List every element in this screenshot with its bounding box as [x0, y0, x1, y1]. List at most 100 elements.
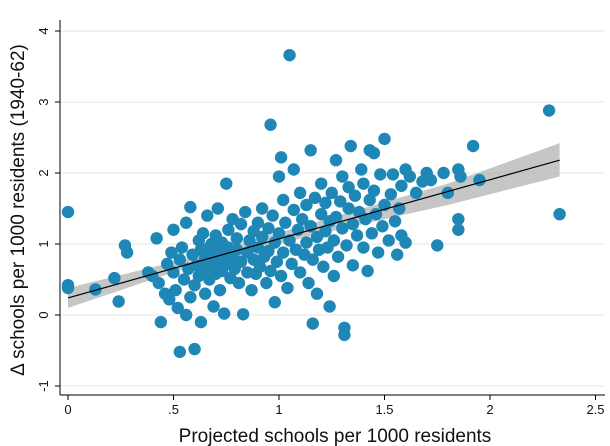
data-point-130: [319, 225, 332, 238]
y-tick-label-3: 2: [36, 169, 51, 176]
data-points: [61, 48, 566, 359]
y-axis-title: Δ schools per 1000 residents (1940-62): [8, 44, 29, 376]
data-point-128: [315, 177, 328, 190]
data-point-53: [211, 202, 225, 215]
data-point-99: [274, 151, 288, 164]
data-point-122: [306, 317, 319, 330]
data-point-155: [355, 163, 368, 176]
data-point-69: [230, 243, 243, 256]
data-point-60: [220, 177, 233, 190]
data-point-26: [179, 308, 193, 322]
data-point-16: [165, 246, 178, 259]
data-point-148: [342, 181, 355, 194]
data-point-92: [264, 118, 277, 131]
data-point-172: [384, 188, 398, 201]
data-point-151: [346, 259, 360, 272]
data-point-159: [361, 264, 374, 278]
data-point-71: [234, 217, 248, 231]
data-point-175: [390, 248, 404, 261]
data-point-153: [350, 229, 364, 242]
data-point-14: [160, 257, 174, 271]
data-point-25: [179, 216, 193, 229]
data-point-192: [454, 170, 467, 183]
data-point-78: [245, 283, 258, 297]
data-point-37: [194, 315, 208, 329]
data-point-41: [198, 287, 212, 300]
data-point-181: [403, 170, 417, 183]
data-point-4: [108, 271, 121, 285]
data-point-157: [357, 177, 370, 190]
data-point-109: [287, 203, 300, 217]
data-point-187: [437, 166, 450, 180]
data-point-186: [431, 239, 444, 252]
data-point-173: [386, 168, 400, 181]
y-tick-label-2: 1: [36, 240, 51, 247]
data-point-195: [542, 104, 556, 117]
data-point-152: [348, 189, 362, 202]
data-point-140: [331, 250, 345, 263]
data-point-125: [310, 287, 324, 300]
data-point-168: [376, 220, 389, 233]
data-point-101: [277, 246, 290, 259]
data-point-188: [441, 186, 454, 200]
data-point-88: [260, 276, 273, 290]
data-point-191: [452, 223, 465, 236]
x-tick-label-3: 1.5: [375, 402, 393, 417]
data-point-2: [61, 281, 75, 295]
data-point-177: [395, 179, 408, 192]
data-point-193: [466, 139, 480, 153]
data-point-135: [325, 186, 338, 200]
data-point-84: [253, 260, 267, 273]
data-point-90: [262, 244, 275, 258]
data-point-28: [184, 200, 197, 214]
data-point-68: [230, 232, 243, 245]
data-point-120: [304, 144, 317, 157]
data-point-39: [196, 227, 210, 240]
data-point-174: [388, 215, 402, 228]
data-point-113: [293, 186, 307, 200]
data-point-127: [315, 207, 328, 221]
data-point-73: [236, 308, 250, 321]
x-tick-label-4: 2: [486, 402, 493, 417]
data-point-150: [346, 217, 360, 231]
data-point-24: [177, 273, 191, 286]
data-point-86: [255, 202, 269, 215]
data-point-114: [296, 212, 309, 226]
data-point-55: [213, 283, 227, 297]
data-point-85: [255, 230, 269, 244]
data-point-185: [424, 173, 438, 187]
data-point-48: [207, 300, 220, 313]
x-tick-label-1: .5: [168, 402, 179, 417]
data-point-142: [336, 222, 349, 235]
data-point-171: [382, 234, 395, 247]
data-point-32: [188, 342, 201, 356]
data-point-89: [262, 222, 275, 235]
data-point-11: [152, 276, 165, 290]
data-point-10: [150, 232, 163, 245]
data-point-143: [336, 170, 349, 183]
data-point-107: [285, 257, 298, 271]
gridlines: [60, 30, 605, 387]
data-point-102: [277, 193, 290, 207]
data-point-162: [365, 227, 379, 240]
data-point-98: [272, 227, 286, 240]
data-point-21: [173, 253, 187, 266]
data-point-20: [171, 301, 184, 315]
data-point-103: [279, 216, 292, 229]
data-point-134: [323, 300, 336, 313]
data-point-180: [399, 236, 412, 249]
data-point-170: [378, 132, 391, 146]
data-point-160: [363, 193, 376, 207]
data-point-95: [268, 296, 281, 309]
data-point-31: [188, 278, 201, 292]
data-point-164: [367, 146, 381, 160]
data-point-82: [251, 216, 265, 229]
data-point-163: [367, 184, 381, 197]
data-point-196: [553, 207, 566, 221]
data-point-116: [300, 198, 313, 212]
data-point-74: [239, 205, 252, 219]
data-point-62: [222, 223, 235, 236]
data-point-23: [175, 241, 189, 254]
data-point-22: [173, 345, 187, 359]
fit-line: [67, 159, 560, 299]
